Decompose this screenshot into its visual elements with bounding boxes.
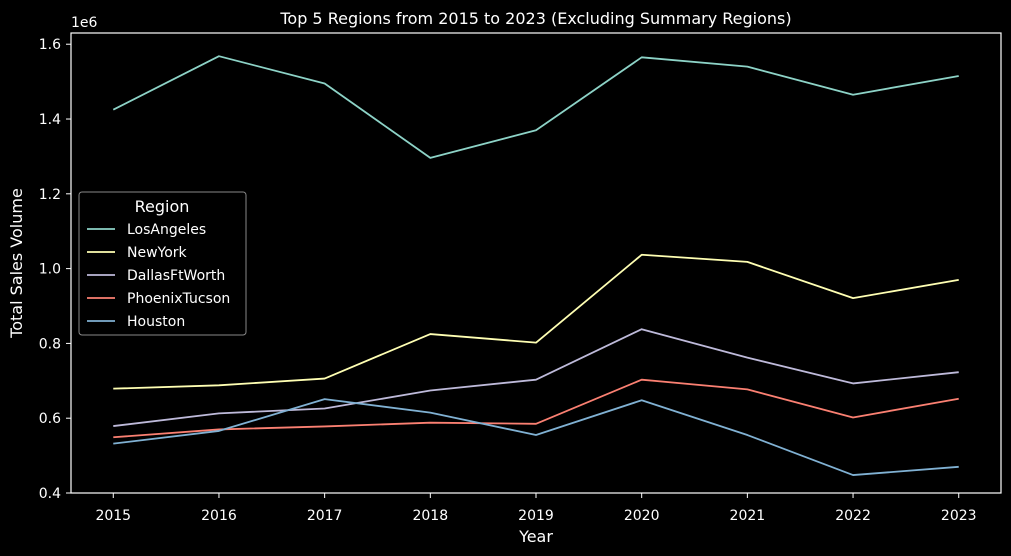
legend-label-2: DallasFtWorth bbox=[127, 268, 225, 284]
y-tick-label: 1.0 bbox=[39, 262, 61, 278]
legend-items: LosAngeles NewYork DallasFtWorth PhoenixTuc… bbox=[87, 222, 230, 330]
y-tick-label: 0.6 bbox=[39, 411, 61, 427]
y-tick-label: 1.6 bbox=[39, 37, 61, 53]
legend-title: Region bbox=[135, 197, 190, 216]
legend-label-3: PhoenixTucson bbox=[127, 291, 230, 307]
y-tick-label: 0.8 bbox=[39, 336, 61, 352]
y-axis-ticks: 0.4 0.6 0.8 1.0 1.2 1.4 1.6 bbox=[39, 37, 71, 502]
y-axis-offset-label: 1e6 bbox=[71, 15, 98, 31]
x-axis-ticks: 2015 2016 2017 2018 2019 2020 2021 2022 2023 bbox=[95, 493, 977, 524]
series-line-0 bbox=[112, 55, 959, 159]
x-tick-label: 2020 bbox=[624, 508, 660, 524]
legend-label-1: NewYork bbox=[127, 245, 188, 261]
series-line-4 bbox=[113, 398, 959, 476]
series-lines bbox=[112, 55, 959, 476]
x-tick-label: 2023 bbox=[941, 508, 977, 524]
x-tick-label: 2018 bbox=[412, 508, 448, 524]
legend-label-0: LosAngeles bbox=[127, 222, 206, 238]
x-tick-label: 2015 bbox=[95, 508, 131, 524]
legend: Region LosAngeles NewYork DallasFtWorth Pho… bbox=[78, 191, 247, 336]
x-tick-label: 2017 bbox=[307, 508, 343, 524]
chart-title: Top 5 Regions from 2015 to 2023 (Excludi… bbox=[279, 9, 791, 28]
x-axis-label: Year bbox=[518, 527, 553, 546]
legend-box bbox=[78, 191, 247, 336]
series-line-1 bbox=[113, 253, 959, 390]
y-tick-label: 1.2 bbox=[39, 187, 61, 203]
legend-label-4: Houston bbox=[127, 314, 185, 330]
x-tick-label: 2021 bbox=[730, 508, 766, 524]
y-tick-label: 1.4 bbox=[39, 112, 61, 128]
x-tick-label: 2016 bbox=[201, 508, 237, 524]
x-tick-label: 2022 bbox=[835, 508, 871, 524]
x-tick-label: 2019 bbox=[518, 508, 554, 524]
series-line-3 bbox=[113, 378, 959, 439]
series-line-2 bbox=[113, 328, 959, 427]
y-tick-label: 0.4 bbox=[39, 486, 61, 502]
y-axis-label: Total Sales Volume bbox=[7, 188, 26, 339]
